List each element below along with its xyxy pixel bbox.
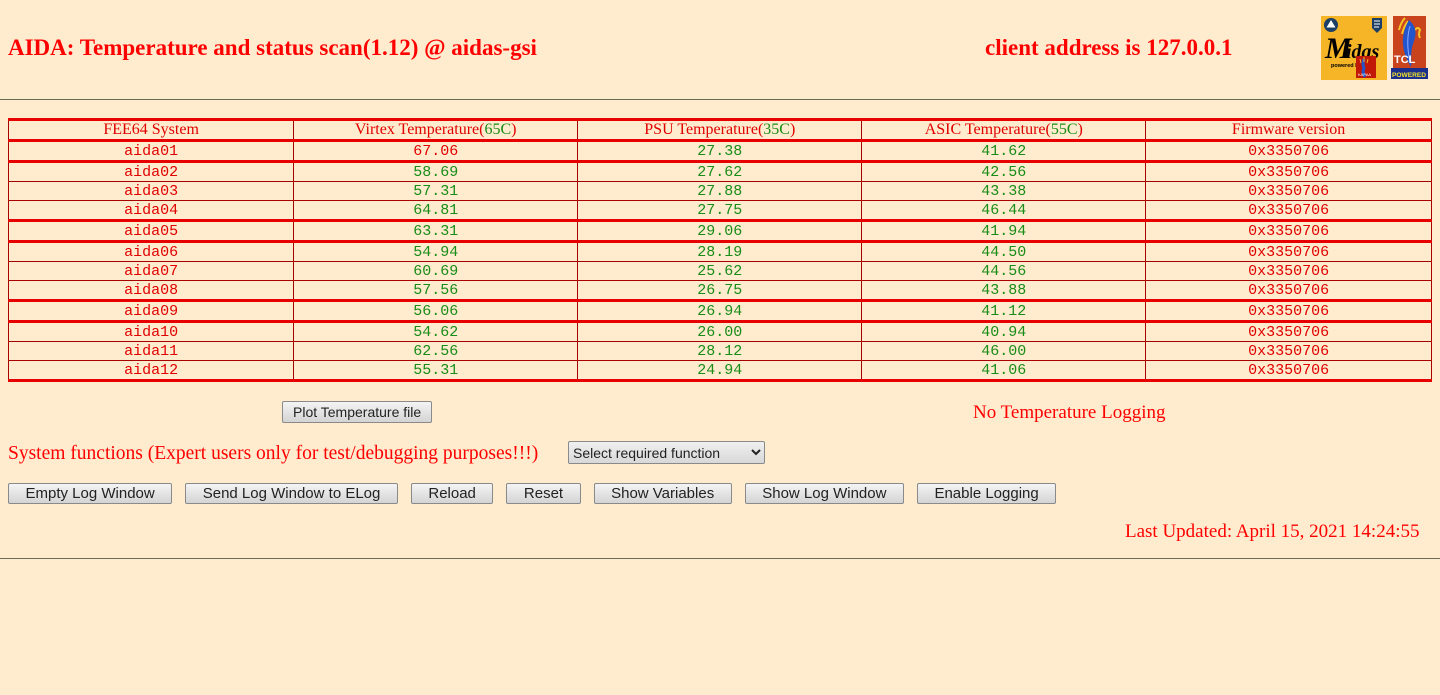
svg-text:TCL: TCL bbox=[1394, 54, 1416, 66]
svg-text:POWERED: POWERED bbox=[1392, 72, 1426, 79]
svg-text:KAPAA: KAPAA bbox=[1358, 72, 1371, 77]
